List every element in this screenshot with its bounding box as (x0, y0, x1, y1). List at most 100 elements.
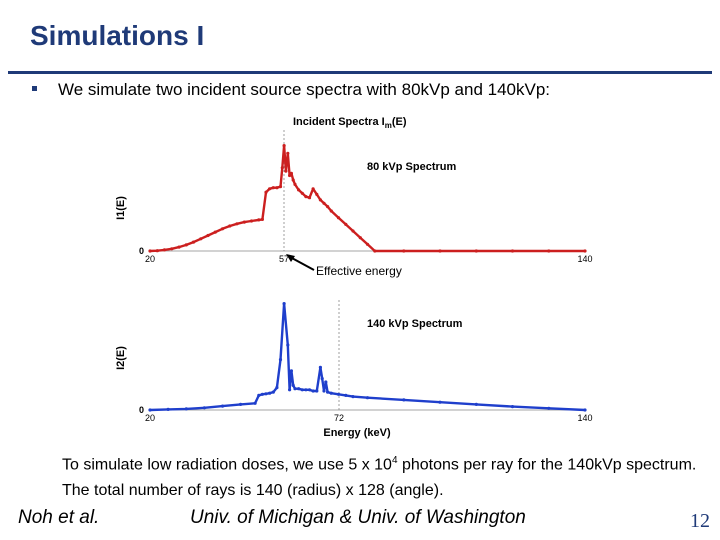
data-point (336, 392, 341, 396)
chart-title-main: Incident Spectra I (293, 116, 385, 128)
y-axis-label-140: I2(E) (115, 346, 127, 370)
chart-140kvp: 140 kVp Spectrum I2(E) 0 20 72 140 Energ… (115, 300, 593, 439)
data-point (170, 247, 174, 251)
data-point (297, 188, 301, 192)
data-point (278, 185, 283, 189)
data-point (510, 249, 515, 253)
data-point (260, 392, 264, 396)
data-point (275, 386, 279, 390)
series-label-80: 80 kVp Spectrum (367, 161, 456, 173)
data-point (235, 222, 239, 226)
x-tick-72-140: 72 (334, 413, 344, 423)
data-point (402, 249, 406, 253)
data-point (583, 408, 587, 412)
data-point (271, 186, 275, 190)
footer-institutions: Univ. of Michigan & Univ. of Washington (190, 507, 526, 528)
x-tick-140-80: 140 (577, 254, 592, 264)
data-point (322, 201, 326, 205)
data-point (220, 227, 225, 231)
data-point (474, 402, 478, 406)
data-point (307, 196, 312, 200)
data-point (268, 187, 272, 191)
data-point (284, 169, 288, 173)
data-point (155, 249, 159, 253)
series-140kvp (148, 302, 587, 412)
series-label-140: 140 kVp Spectrum (367, 318, 463, 330)
data-point (264, 190, 268, 194)
data-point (289, 171, 293, 175)
data-point (311, 187, 315, 191)
x-tick-20-80: 20 (145, 254, 155, 264)
chart-title-sub: m (385, 121, 392, 130)
chart-title-tail: (E) (392, 116, 407, 128)
data-point (260, 217, 264, 221)
data-point (291, 178, 295, 182)
x-axis-label: Energy (keV) (323, 427, 391, 439)
data-point (242, 220, 246, 224)
data-point (311, 389, 315, 393)
x-tick-20-140: 20 (145, 413, 155, 423)
data-point (322, 389, 326, 393)
title-underline (8, 71, 712, 74)
data-point (148, 408, 152, 412)
chart-80kvp: Incident Spectra Im(E) 80 kVp Spectrum I… (115, 116, 593, 278)
data-point (264, 392, 268, 396)
data-point (300, 388, 304, 392)
slide-title: Simulations I (30, 20, 205, 51)
annotation-effective-energy: Effective energy (316, 264, 402, 278)
data-point (318, 198, 322, 202)
data-point (329, 391, 333, 395)
data-point (280, 166, 284, 170)
data-point (373, 249, 377, 253)
data-point (289, 369, 293, 373)
data-point (177, 245, 181, 249)
data-point (166, 407, 170, 411)
data-point (304, 195, 308, 199)
data-point (300, 191, 304, 195)
annotation-arrow-line (289, 256, 315, 271)
note-text-pre: To simulate low radiation doses, we use … (62, 456, 392, 474)
bullet-square-icon (32, 86, 37, 91)
y-axis-label-80: I1(E) (115, 196, 127, 220)
data-point (249, 219, 254, 223)
data-point (286, 343, 290, 347)
data-point (438, 249, 442, 253)
data-point (307, 388, 312, 392)
data-point (318, 365, 322, 369)
data-point (257, 393, 261, 397)
series-line (149, 144, 585, 253)
data-point (351, 229, 355, 233)
data-point (510, 405, 515, 409)
note-exponent: 4 (391, 455, 398, 466)
data-point (282, 144, 286, 148)
data-point (278, 358, 283, 362)
data-point (202, 406, 206, 410)
data-point (228, 224, 232, 228)
y-tick-0-80: 0 (139, 246, 144, 256)
data-point (320, 377, 324, 381)
data-point (291, 383, 295, 387)
bullet-text: We simulate two incident source spectra … (58, 80, 551, 99)
data-point (286, 151, 290, 155)
data-point (199, 237, 203, 241)
data-point (365, 242, 370, 246)
data-point (191, 240, 196, 244)
data-point (329, 209, 333, 213)
data-point (220, 404, 225, 408)
data-point (547, 249, 551, 253)
data-point (344, 222, 348, 226)
data-point (326, 205, 330, 209)
data-point (304, 388, 308, 392)
data-point (402, 398, 406, 402)
data-point (344, 393, 348, 397)
data-point (547, 406, 551, 410)
data-point (358, 236, 362, 240)
note-text-post: photons per ray for the 140kVp spectrum.… (62, 456, 697, 500)
data-point (293, 387, 297, 391)
data-point (365, 396, 370, 400)
data-point (288, 173, 292, 178)
data-point (268, 391, 272, 395)
data-point (474, 249, 478, 253)
data-point (162, 248, 167, 252)
